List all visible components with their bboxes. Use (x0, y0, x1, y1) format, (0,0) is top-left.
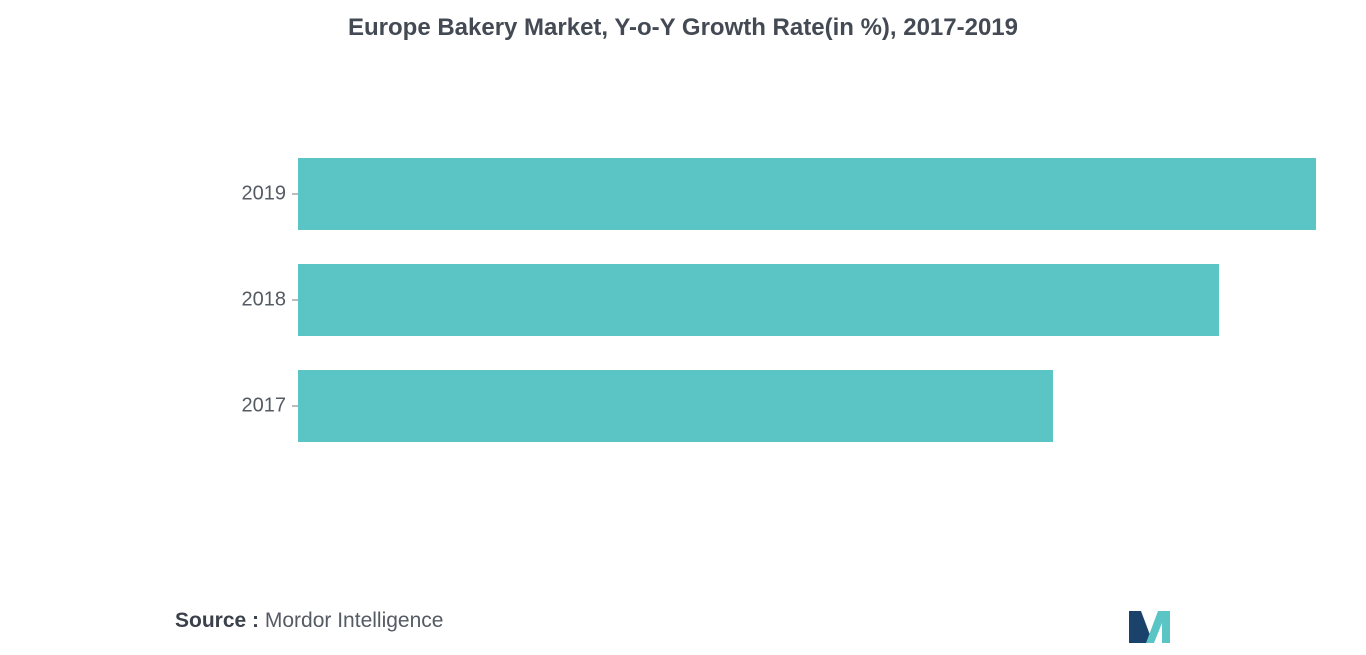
chart-plot-area: 201920182017 (298, 70, 1316, 540)
brand-logo (1126, 605, 1178, 645)
brand-logo-glyph (1129, 611, 1170, 643)
bar (298, 370, 1053, 442)
y-axis-label: 2018 (242, 289, 299, 312)
y-axis-label: 2017 (242, 395, 299, 418)
source-value: Mordor Intelligence (265, 609, 444, 632)
bar (298, 158, 1316, 230)
source-label: Source : (175, 609, 259, 632)
source-line: Source : Mordor Intelligence (175, 609, 443, 633)
bar (298, 264, 1219, 336)
y-axis-label: 2019 (242, 183, 299, 206)
chart-title: Europe Bakery Market, Y-o-Y Growth Rate(… (0, 14, 1366, 42)
